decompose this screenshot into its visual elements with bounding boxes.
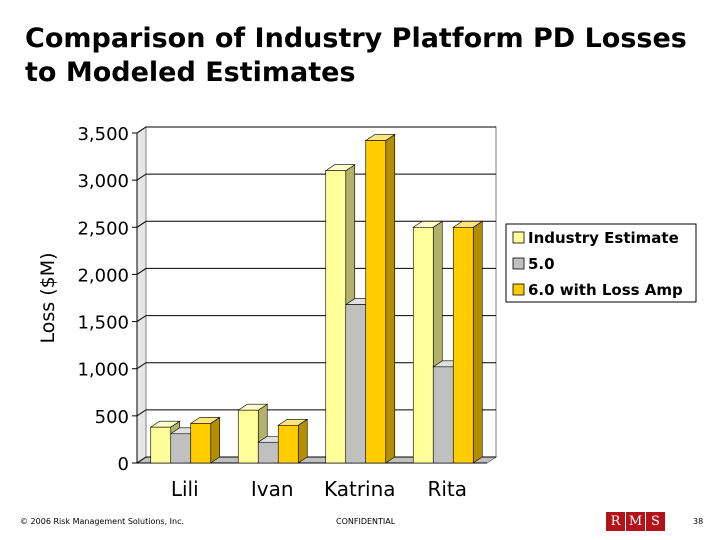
y-axis-title: Loss ($M) [37,252,59,343]
logo-letter-m: M [626,512,645,531]
bar-front [190,423,212,464]
bar-front [150,426,172,464]
page-number: 38 [693,517,704,526]
bar-front [345,304,367,464]
x-category-label: Lili [171,477,199,501]
y-tick-label: 2,500 [77,218,129,239]
bar-chart: 0 500 1,000 1,500 2,000 2,500 3,000 3,500 Loss (… [37,124,697,501]
y-tick-label: 3,000 [77,171,129,192]
x-category-label: Ivan [251,477,294,501]
bar-ivan-series-3 [277,418,309,464]
legend-label: 5.0 [528,255,555,273]
logo-letter-r: R [606,512,625,531]
legend-label: 6.0 with Loss Amp [528,281,683,299]
bar-side [385,133,396,464]
bar-front [325,170,347,464]
bar-front [277,424,299,464]
y-tick-label: 2,000 [77,265,129,286]
bar-rita-series-3 [452,220,484,464]
slide-title: Comparison of Industry Platform PD Losse… [25,22,705,90]
gridline [136,126,496,134]
bar-side [210,416,221,464]
legend-swatch [512,231,525,244]
y-tick-label: 0 [118,454,129,475]
legend-swatch [512,257,525,270]
rms-logo: R M S [606,512,665,531]
bar-front [365,140,387,464]
y-tick-label: 3,500 [77,124,129,145]
bar-side [297,418,308,464]
legend-label: Industry Estimate [528,229,679,247]
slide-title-line1: Comparison of Industry Platform PD Losse… [25,23,687,54]
legend-swatch [512,283,525,296]
bar-side [472,220,483,464]
legend-box [505,223,697,303]
bar-front [257,441,279,464]
bar-front [452,226,474,464]
bar-katrina-series-3 [364,133,396,464]
x-category-label: Katrina [324,477,396,501]
copyright-text: © 2006 Risk Management Solutions, Inc. [20,517,185,526]
x-category-label: Rita [427,477,467,501]
y-tick-label: 1,000 [77,360,129,381]
slide-title-line2: to Modeled Estimates [25,57,356,88]
bar-front [170,433,192,464]
bar-lili-series-3 [189,416,221,464]
logo-letter-s: S [646,512,665,531]
bar-front [237,409,259,464]
y-tick-label: 500 [95,407,129,428]
y-tick-label: 1,500 [77,313,129,334]
bar-front [412,226,434,464]
confidential-label: CONFIDENTIAL [336,517,396,526]
bar-front [432,366,454,464]
